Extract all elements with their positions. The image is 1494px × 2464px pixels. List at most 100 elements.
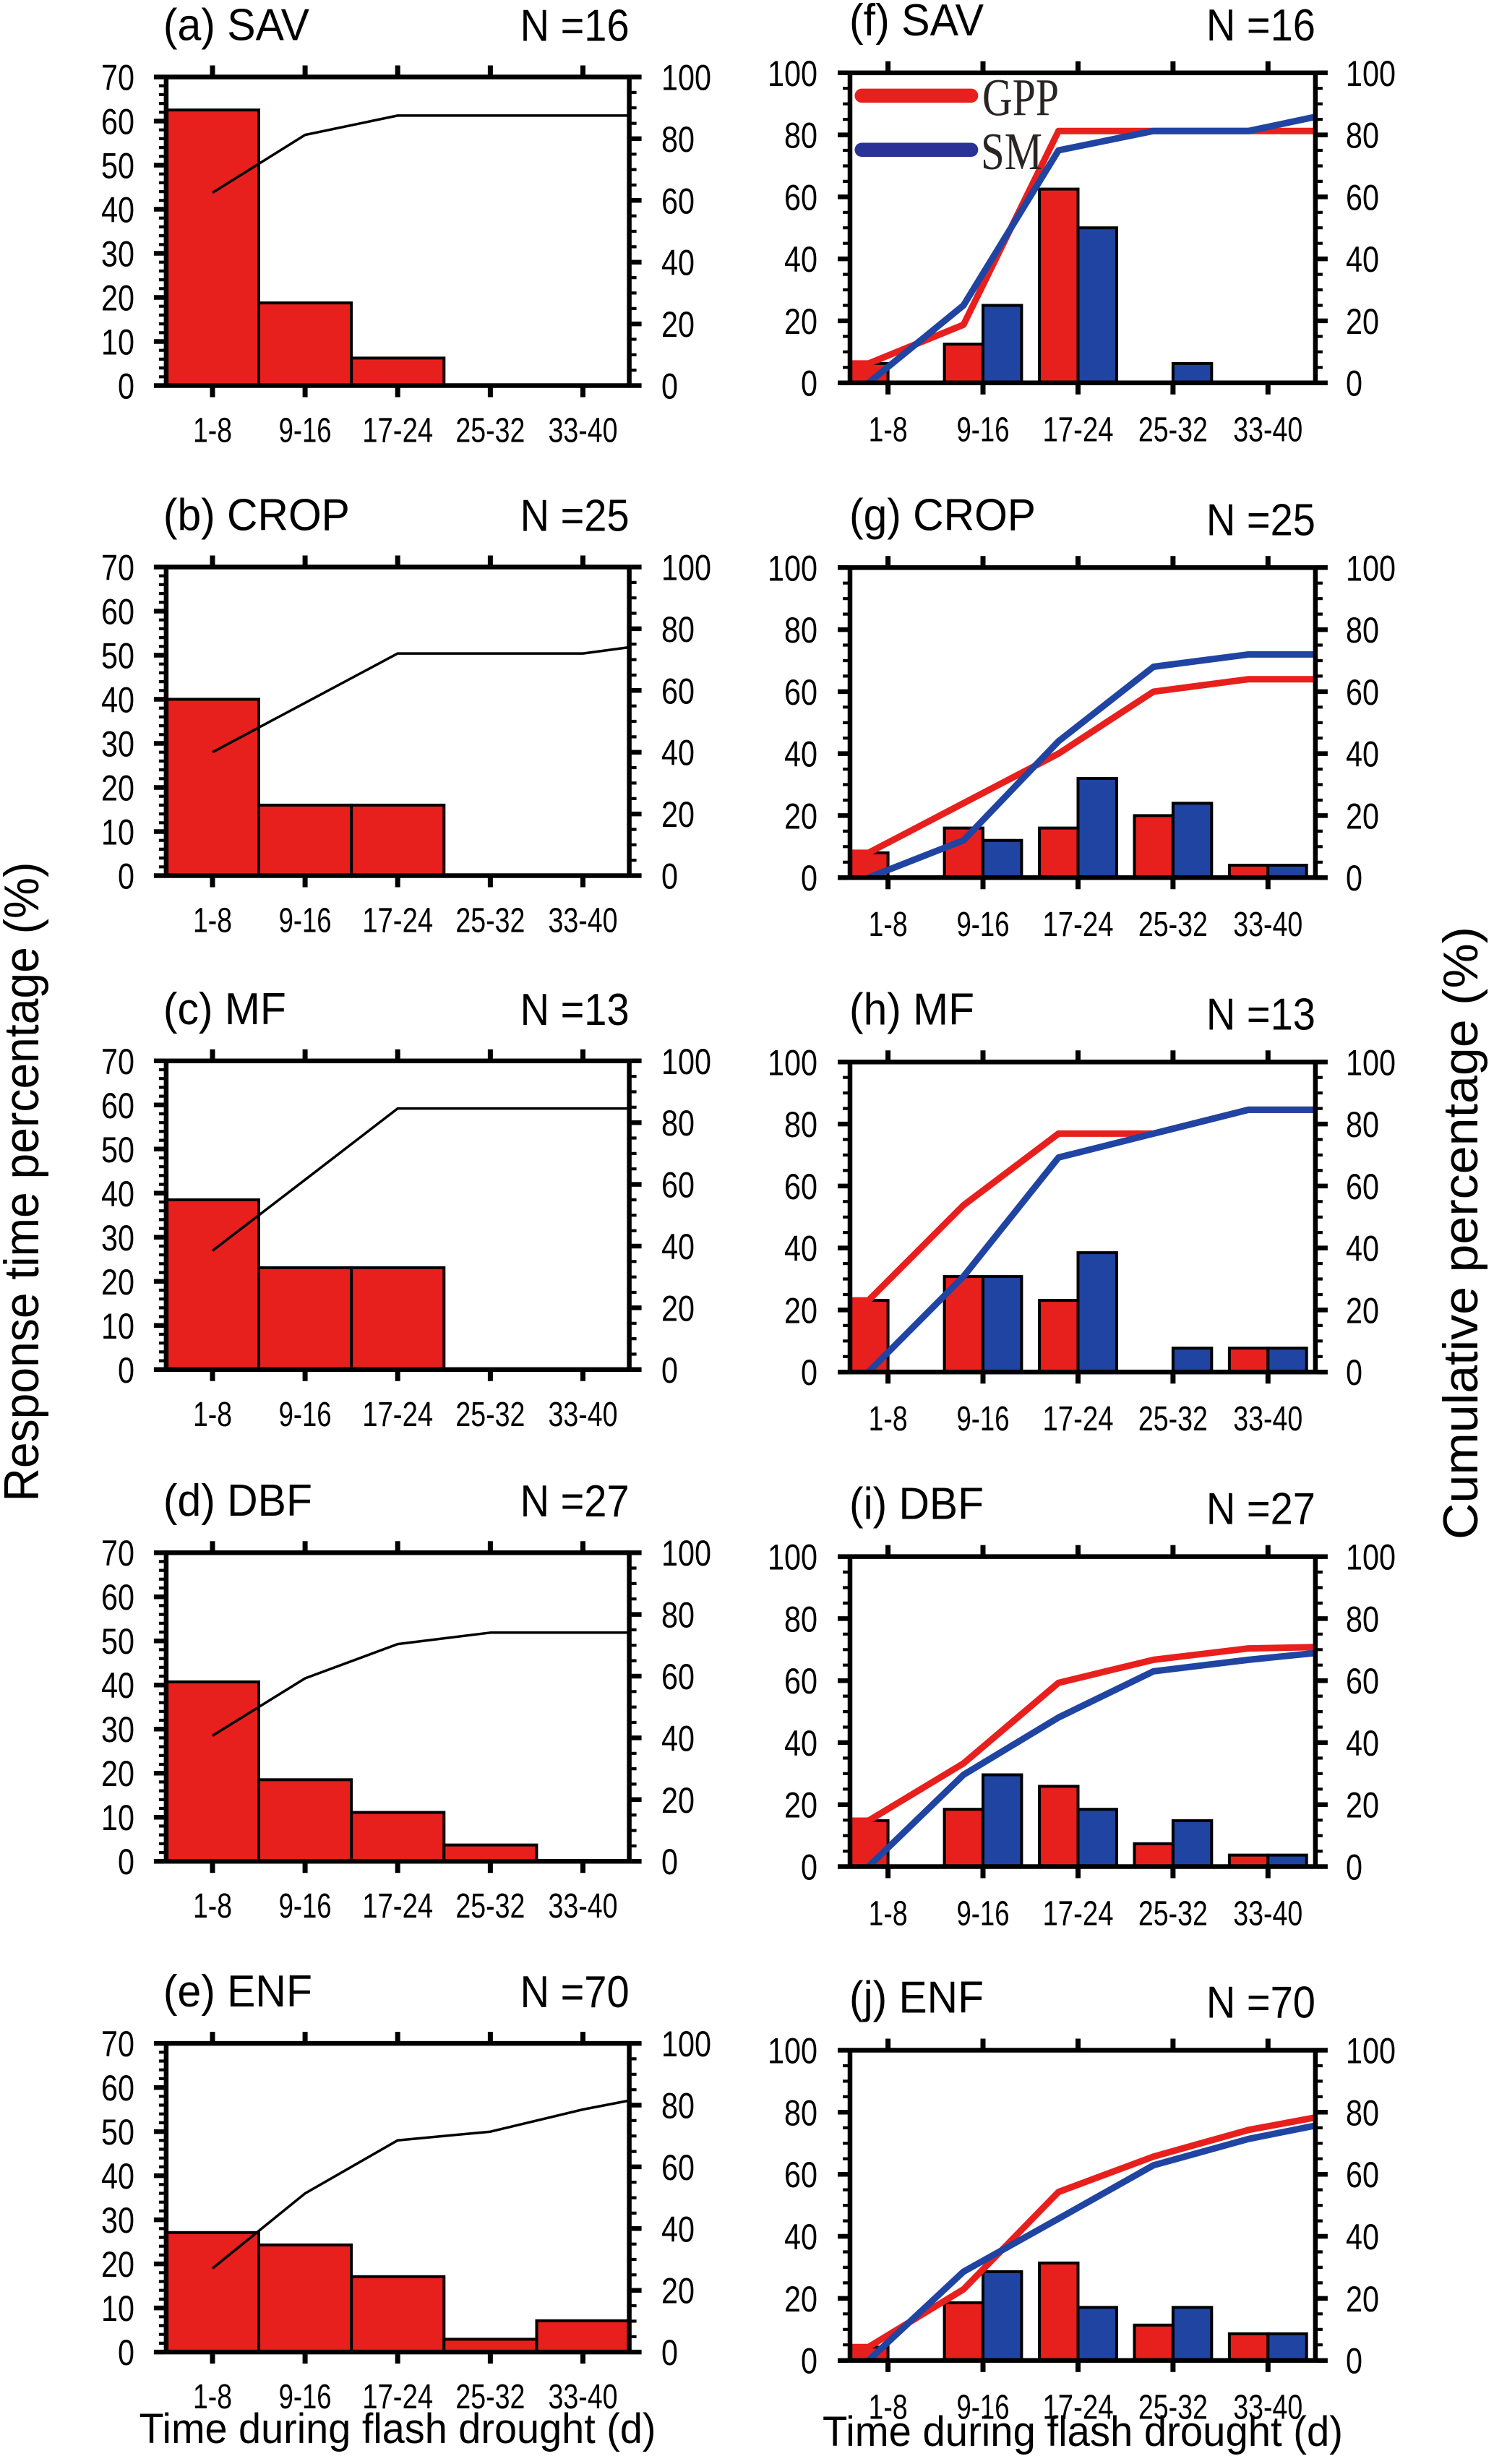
svg-text:17-24: 17-24 [362,902,433,940]
svg-text:0: 0 [1346,1847,1362,1888]
svg-text:100: 100 [661,2024,711,2064]
svg-text:20: 20 [784,1785,817,1826]
svg-text:25-32: 25-32 [455,1396,525,1434]
svg-text:17-24: 17-24 [1043,1400,1114,1438]
svg-text:100: 100 [1346,548,1396,588]
svg-text:17-24: 17-24 [362,412,433,450]
svg-text:N =16: N =16 [520,1,630,51]
svg-text:0: 0 [661,1350,678,1391]
svg-text:80: 80 [784,1104,817,1145]
svg-text:20: 20 [661,2271,695,2311]
svg-text:60: 60 [101,1577,134,1618]
svg-text:25-32: 25-32 [1138,411,1208,450]
svg-text:70: 70 [101,548,134,588]
svg-text:33-40: 33-40 [549,1887,618,1926]
svg-text:N =70: N =70 [1206,1978,1315,2028]
svg-text:9-16: 9-16 [279,902,332,940]
svg-text:(f) SAV: (f) SAV [849,0,984,46]
svg-text:70: 70 [101,1042,134,1082]
svg-text:20: 20 [784,301,817,342]
svg-text:0: 0 [118,2332,134,2373]
svg-text:N =25: N =25 [1206,495,1315,545]
svg-text:33-40: 33-40 [1233,2389,1302,2427]
svg-text:100: 100 [1346,53,1396,94]
svg-text:25-32: 25-32 [455,412,525,450]
svg-text:40: 40 [1346,1229,1379,1269]
svg-text:40: 40 [784,734,817,775]
svg-text:60: 60 [661,1165,695,1206]
svg-text:80: 80 [784,610,817,651]
svg-text:40: 40 [101,2156,134,2197]
svg-text:0: 0 [661,1842,678,1882]
svg-text:60: 60 [101,592,134,632]
svg-text:33-40: 33-40 [1233,1400,1302,1438]
svg-text:10: 10 [101,812,134,853]
svg-text:40: 40 [101,190,134,231]
svg-text:25-32: 25-32 [1138,1895,1208,1933]
svg-text:100: 100 [661,1533,711,1574]
svg-text:10: 10 [101,1798,134,1838]
svg-text:60: 60 [1346,1167,1379,1207]
svg-text:60: 60 [101,2068,134,2108]
svg-text:40: 40 [661,243,695,283]
svg-text:0: 0 [118,1842,134,1882]
svg-text:1-8: 1-8 [869,1400,908,1438]
svg-text:20: 20 [101,1262,134,1302]
svg-text:(g) CROP: (g) CROP [849,490,1036,540]
svg-text:9-16: 9-16 [957,1895,1010,1933]
svg-text:20: 20 [784,796,817,836]
svg-text:100: 100 [661,58,711,98]
svg-text:0: 0 [801,364,817,404]
svg-text:20: 20 [784,2279,817,2319]
svg-text:(h) MF: (h) MF [849,984,974,1034]
svg-text:17-24: 17-24 [1043,411,1114,450]
svg-text:0: 0 [118,1350,134,1391]
svg-text:40: 40 [1346,2217,1379,2257]
svg-text:60: 60 [101,1086,134,1126]
svg-text:70: 70 [101,2024,134,2064]
svg-text:0: 0 [1346,2341,1362,2382]
svg-text:1-8: 1-8 [869,411,908,450]
svg-text:60: 60 [1346,672,1379,713]
svg-text:17-24: 17-24 [362,2378,433,2416]
svg-text:70: 70 [101,1533,134,1574]
svg-text:17-24: 17-24 [1043,906,1114,944]
svg-text:25-32: 25-32 [1138,906,1208,944]
svg-text:60: 60 [661,1657,695,1697]
svg-text:Time during flash drought (d): Time during flash drought (d) [139,2405,656,2452]
svg-text:40: 40 [784,1229,817,1269]
svg-text:100: 100 [661,548,711,588]
svg-text:80: 80 [1346,116,1379,156]
svg-text:33-40: 33-40 [1233,1895,1302,1933]
svg-text:33-40: 33-40 [549,1396,618,1434]
svg-text:N =70: N =70 [520,1967,630,2017]
svg-text:40: 40 [661,733,695,773]
svg-text:20: 20 [101,768,134,809]
svg-text:Cumulative percentage (%): Cumulative percentage (%) [1433,927,1488,1540]
svg-text:0: 0 [801,1847,817,1888]
svg-text:40: 40 [101,1174,134,1214]
svg-text:(e) ENF: (e) ENF [163,1967,312,2017]
svg-text:0: 0 [1346,364,1362,404]
svg-text:100: 100 [768,2031,817,2072]
svg-text:0: 0 [1346,858,1362,898]
svg-text:80: 80 [661,609,695,650]
svg-text:17-24: 17-24 [362,1396,433,1434]
svg-text:80: 80 [1346,1599,1379,1639]
svg-text:80: 80 [1346,610,1379,651]
svg-text:10: 10 [101,2288,134,2329]
svg-text:20: 20 [661,1780,695,1821]
svg-text:25-32: 25-32 [1138,2389,1208,2427]
svg-text:20: 20 [1346,1785,1379,1826]
svg-text:1-8: 1-8 [193,2378,232,2416]
svg-text:20: 20 [661,1288,695,1328]
svg-text:40: 40 [661,2209,695,2249]
svg-text:50: 50 [101,636,134,677]
svg-text:10: 10 [101,322,134,363]
svg-text:40: 40 [784,2217,817,2257]
svg-text:20: 20 [101,1753,134,1794]
svg-text:25-32: 25-32 [455,1887,525,1926]
svg-text:0: 0 [661,2332,678,2373]
svg-text:100: 100 [768,1537,817,1578]
svg-text:SM: SM [981,122,1042,181]
